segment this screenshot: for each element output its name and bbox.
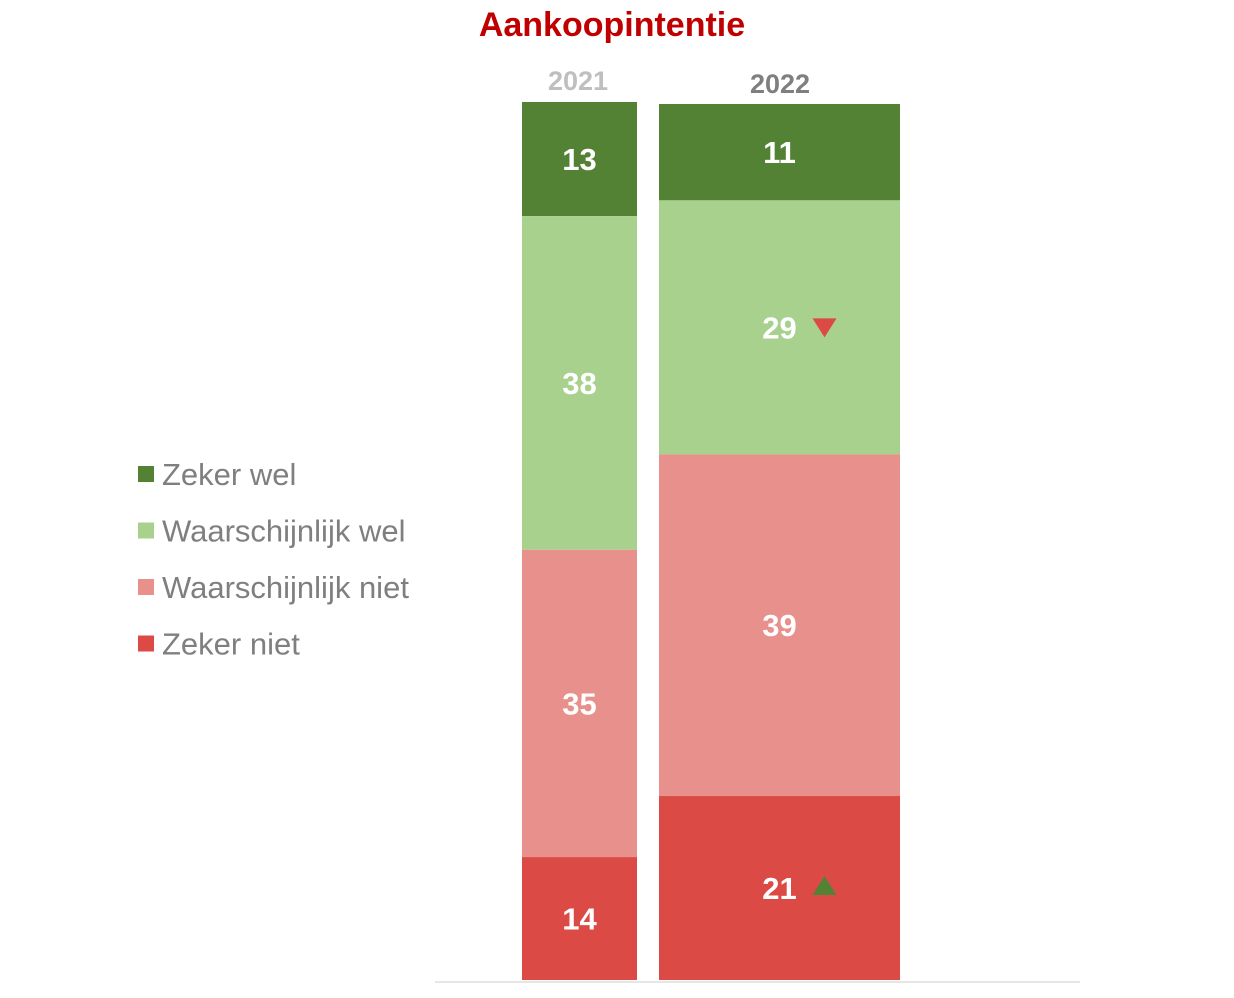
legend: Zeker wel Waarschijnlijk wel Waarschijnlij… (138, 457, 409, 662)
legend-swatch-zeker-wel (138, 466, 154, 482)
category-label-2022: 2022 (750, 69, 810, 99)
data-label-2022-waarschijnlijk-wel: 29 (762, 310, 796, 345)
legend-swatch-zeker-niet (138, 635, 154, 652)
bar-segment-2021-zeker-wel (522, 102, 637, 217)
legend-label-waarschijnlijk-wel: Waarschijnlijk wel (162, 514, 405, 549)
data-label-2021-zeker-wel: 13 (562, 142, 596, 177)
legend-label-zeker-wel: Zeker wel (162, 457, 296, 492)
data-label-2022-waarschijnlijk-niet: 39 (762, 608, 796, 643)
data-label-2022-zeker-wel: 11 (763, 135, 796, 170)
category-label-2021: 2021 (548, 66, 608, 96)
bar-segment-2022-zeker-wel (659, 104, 900, 201)
bar-segment-2021-zeker-niet (522, 857, 637, 980)
bar-segment-2022-zeker-niet (659, 796, 900, 980)
data-label-2021-waarschijnlijk-niet: 35 (562, 686, 596, 721)
chart-title: Aankoopintentie (479, 6, 745, 44)
bar-segment-2021-waarschijnlijk-wel (522, 216, 637, 550)
data-label-2022-zeker-niet: 21 (762, 871, 796, 906)
legend-label-zeker-niet: Zeker niet (162, 627, 300, 662)
data-label-2021-waarschijnlijk-wel: 38 (562, 366, 596, 401)
legend-swatch-waarschijnlijk-niet (138, 579, 154, 595)
significance-up-icon (812, 876, 837, 896)
significance-down-icon (812, 318, 837, 338)
bars-group: 2021 13 38 35 14 2022 11 29 39 21 (522, 66, 900, 980)
bar-segment-2022-waarschijnlijk-niet (659, 454, 900, 797)
legend-label-waarschijnlijk-niet: Waarschijnlijk niet (162, 570, 409, 605)
bar-segment-2022-waarschijnlijk-wel (659, 200, 900, 455)
bar-segment-2021-waarschijnlijk-niet (522, 549, 637, 858)
data-label-2021-zeker-niet: 14 (562, 902, 597, 937)
legend-swatch-waarschijnlijk-wel (138, 522, 154, 539)
